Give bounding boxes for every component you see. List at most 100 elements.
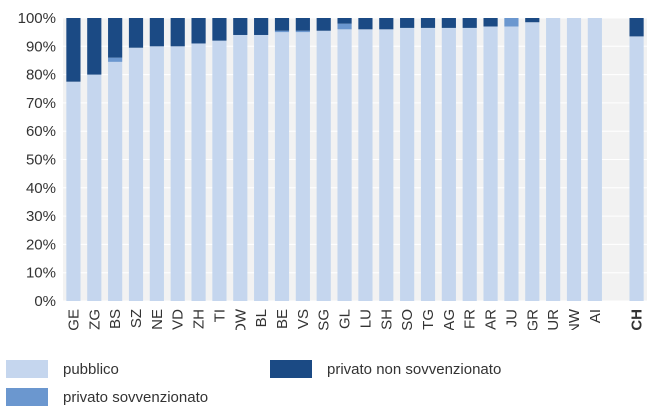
bar-ur-series-0 [546,18,561,301]
x-tick-label-sz: SZ [128,309,145,328]
bar-lu-series-2 [358,18,373,30]
x-tick-label-so: SO [399,309,416,330]
bar-ar-series-2 [483,18,498,27]
x-tick-label-ge: GE [65,309,82,330]
x-tick-label-vs: VS [295,309,312,329]
x-tick-label-tg: TG [420,309,437,330]
bar-bl-series-2 [254,18,269,35]
x-tick-label-sg: SG [316,309,333,330]
y-tick-label: 60% [26,123,56,140]
x-tick-label-nw: NW [566,308,583,330]
legend-item-privato-non-sovvenzionato: privato non sovvenzionato [270,360,501,378]
y-tick-label: 90% [26,38,56,55]
x-tick-label-ar: AR [483,309,500,330]
bar-vd-series-2 [170,18,185,47]
bar-ar-series-0 [483,26,498,302]
bar-vs-series-2 [295,18,310,31]
bar-bs-series-2 [108,18,123,58]
x-tick-label-ti: TI [211,309,228,322]
x-tick-label-sh: SH [378,309,395,330]
bar-fr-series-0 [462,27,477,302]
bar-ju-series-0 [504,26,519,302]
legend-swatch-privato-sovvenzionato [6,388,48,406]
bar-ti-series-2 [212,18,227,41]
x-tick-label-ai: AI [587,309,604,323]
legend-swatch-pubblico [6,360,48,378]
bar-vs-series-0 [295,32,310,302]
bar-so-series-2 [400,18,415,28]
bar-ow-series-2 [233,18,248,35]
bar-ag-series-0 [441,27,456,302]
bar-sh-series-2 [379,18,394,30]
legend-item-pubblico: pubblico [6,360,119,378]
bar-ti-series-0 [212,40,227,301]
bar-ch-series-0 [629,36,644,302]
bar-ju-series-1 [504,18,519,27]
x-tick-label-zg: ZG [86,309,103,330]
x-tick-label-ur: UR [545,309,562,330]
bar-gl-series-0 [337,29,352,301]
bar-bl-series-0 [254,34,269,301]
x-tick-label-gl: GL [337,309,354,329]
x-tick-label-ju: JU [503,309,520,327]
x-tick-label-zh: ZH [191,309,208,329]
bar-ai-series-0 [587,18,602,301]
x-tick-label-ne: NE [149,309,166,330]
bar-vs-series-1 [295,30,310,33]
bar-so-series-0 [400,27,415,302]
x-tick-label-vd: VD [170,309,187,330]
bar-zg-series-2 [87,18,102,75]
x-tick-label-ag: AG [441,309,458,330]
x-tick-label-fr: FR [462,309,479,329]
bar-gl-series-1 [337,23,352,30]
bar-zh-series-0 [191,43,206,301]
legend-label-privato-non-sovvenzionato: privato non sovvenzionato [327,360,502,378]
y-tick-label: 100% [18,10,56,27]
bar-gr-series-2 [525,18,540,23]
bar-zg-series-0 [87,74,102,301]
x-tick-label-ow: OW [232,308,249,330]
y-tick-label: 80% [26,67,56,84]
bar-ow-series-0 [233,34,248,301]
bar-bs-series-1 [108,57,123,62]
bar-vd-series-0 [170,46,185,301]
stacked-bar-chart: 0%10%20%30%40%50%60%70%80%90%100%GE ZG BS S… [18,10,647,330]
legend-label-privato-sovvenzionato: privato sovvenzionato [63,388,209,406]
bar-be-series-2 [274,18,290,31]
bar-ch-series-2 [629,18,644,37]
bar-ag-series-2 [441,18,456,28]
bar-ne-series-2 [149,18,164,47]
x-tick-label-be: BE [274,309,291,329]
x-tick-label-bl: BL [253,309,270,327]
bar-nw-series-0 [566,18,582,301]
x-tick-label-ch: CH [629,309,646,330]
y-tick-label: 40% [26,180,56,197]
bar-tg-series-0 [420,27,436,302]
legend-label-pubblico: pubblico [63,360,119,378]
x-tick-label-gr: GR [524,309,541,330]
bar-ge-series-2 [66,18,81,82]
legend-swatch-privato-non-sovvenzionato [270,360,312,378]
y-tick-label: 50% [26,152,56,169]
y-tick-label: 0% [34,293,56,310]
bar-lu-series-0 [358,29,373,301]
bar-sg-series-0 [316,30,331,302]
bar-ne-series-0 [149,46,164,301]
bar-be-series-1 [274,30,290,33]
x-tick-label-bs: BS [107,309,124,329]
bar-sh-series-0 [379,29,394,301]
y-tick-label: 70% [26,95,56,112]
bar-fr-series-2 [462,18,477,28]
bar-ge-series-0 [66,81,81,301]
x-tick-label-lu: LU [357,309,374,328]
bar-bs-series-0 [108,61,123,301]
legend-item-privato-sovvenzionato: privato sovvenzionato [6,388,208,406]
y-tick-label: 30% [26,208,56,225]
bar-be-series-0 [274,32,290,302]
bar-tg-series-2 [420,18,436,28]
y-tick-label: 20% [26,236,56,253]
y-tick-label: 10% [26,265,56,282]
bar-sg-series-2 [316,18,331,31]
bar-sz-series-0 [128,47,144,302]
bar-gr-series-0 [525,22,540,302]
